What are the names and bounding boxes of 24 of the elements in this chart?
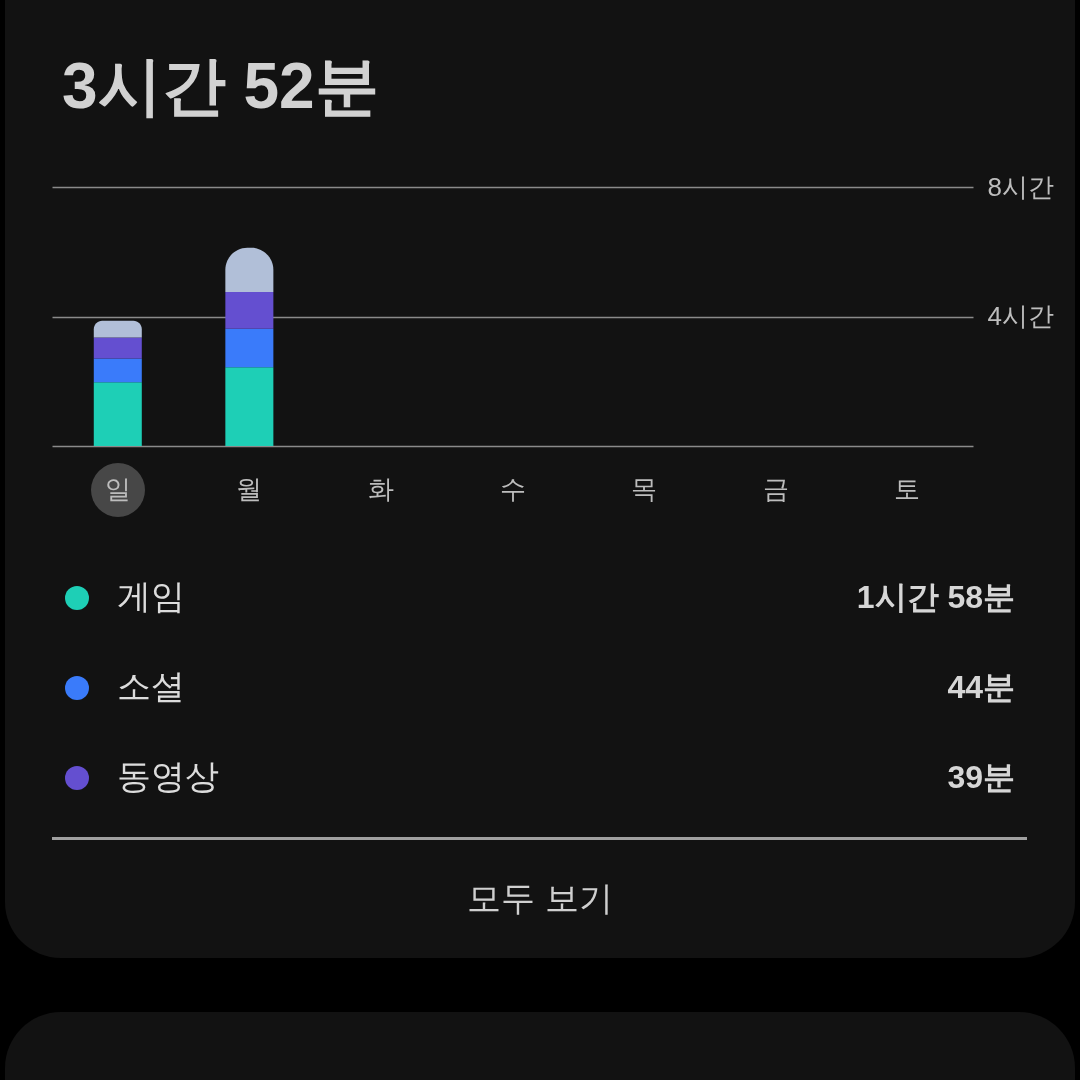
bar [225, 291, 274, 329]
x-tick-label: 토 [894, 473, 921, 504]
legend-label: 소셜 [117, 667, 185, 705]
chart-title: 3시간 52분 [62, 50, 379, 122]
text: 모두 보기 [467, 879, 613, 917]
y-tick-label: 8시간 [987, 171, 1054, 202]
bar [93, 320, 142, 338]
bar [225, 328, 274, 368]
legend-label: 게임 [117, 577, 185, 615]
y-tick-label: 4시간 [987, 301, 1054, 331]
bar [93, 382, 142, 446]
legend-label: 동영상 [117, 757, 219, 795]
text: 39분 [947, 759, 1015, 795]
bar [225, 367, 274, 446]
text: 1시간 58분 [856, 579, 1015, 615]
text: 44분 [947, 669, 1015, 705]
bar [93, 358, 142, 383]
x-tick-label: 월 [236, 473, 263, 504]
x-tick-label: 일 [104, 473, 131, 504]
bar [93, 337, 142, 359]
x-tick-label: 화 [367, 473, 394, 504]
x-tick-label: 목 [631, 473, 658, 504]
x-tick-label: 수 [499, 473, 526, 504]
x-tick-label: 금 [762, 473, 789, 504]
